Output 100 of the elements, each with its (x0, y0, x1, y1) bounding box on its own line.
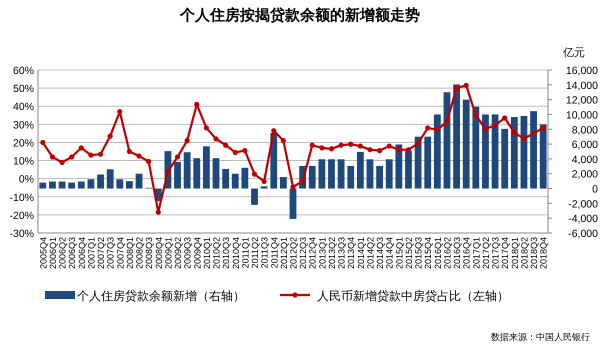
bar (501, 128, 508, 189)
bar (472, 106, 480, 189)
bar (405, 151, 412, 189)
bar (347, 166, 354, 189)
x-tick-label: 2014Q3 (375, 237, 386, 270)
y-tick-label: 20% (12, 137, 34, 150)
y2-tick-label: 10,000 (566, 109, 598, 122)
point (69, 154, 74, 160)
bar (318, 159, 326, 189)
bar (232, 174, 239, 189)
legend-label: 个人住房贷款余额新增（右轴） (77, 289, 245, 303)
x-tick-label: 2009Q4 (192, 237, 202, 270)
bar (212, 158, 220, 189)
y2-tick-label: 8,000 (572, 124, 598, 136)
bar (106, 169, 114, 189)
x-tick-label: 2005Q4 (38, 237, 48, 270)
x-tick-label: 2012Q2 (288, 237, 298, 270)
x-tick-label: 2015Q3 (414, 237, 424, 270)
point (492, 122, 498, 128)
bar (58, 182, 66, 189)
point (50, 154, 56, 160)
x-tick-label: 2006Q3 (67, 237, 78, 270)
x-tick-label: 2006Q2 (58, 237, 68, 270)
y-tick-label: -20% (9, 210, 34, 222)
bar (492, 114, 498, 189)
y2-tick-label: 6,000 (572, 139, 598, 152)
y-tick-label: 10% (12, 156, 34, 168)
point (328, 146, 334, 152)
point (156, 210, 161, 215)
bar (376, 166, 384, 189)
point (108, 134, 113, 139)
bar (78, 182, 85, 189)
point (78, 145, 84, 150)
x-tick-label: 2015Q2 (404, 237, 414, 270)
point (165, 168, 171, 174)
point (338, 142, 344, 148)
y2-tick-label: 2,000 (572, 168, 598, 181)
y2-tick-label: -6,000 (568, 228, 598, 240)
source-note: 数据来源：中国人民银行 (491, 332, 590, 342)
x-tick-label: 2007Q4 (115, 237, 126, 270)
bar (116, 179, 124, 189)
x-tick-label: 2010Q3 (221, 237, 232, 270)
bar (39, 182, 46, 189)
point (40, 140, 46, 146)
y2-tick-label: 12,000 (566, 94, 598, 107)
point (136, 153, 142, 159)
y-tick-label: -10% (9, 192, 34, 204)
bar (434, 114, 441, 189)
bar (202, 146, 210, 189)
bar (424, 136, 432, 189)
bar (49, 182, 56, 189)
x-tick-label: 2016Q2 (442, 237, 452, 270)
bar (308, 166, 316, 189)
x-tick-label: 2009Q3 (182, 237, 193, 270)
x-tick-label: 2010Q2 (212, 237, 222, 270)
x-tick-label: 2018Q3 (529, 237, 540, 270)
y-tick-label: -30% (9, 228, 34, 240)
point (521, 136, 527, 142)
point (310, 142, 315, 148)
bar (251, 188, 258, 205)
y-tick-label: 50% (12, 83, 34, 96)
y2-tick-label: 0 (592, 184, 598, 196)
point (444, 119, 450, 124)
point (252, 172, 258, 177)
bar (290, 188, 296, 219)
point (396, 147, 402, 152)
y2-tick-label: 14,000 (566, 80, 598, 92)
y2-tick-label: 4,000 (572, 154, 598, 166)
point (280, 138, 286, 144)
x-tick-label: 2011Q3 (260, 237, 270, 268)
x-tick-label: 2013Q4 (346, 237, 356, 270)
bar (366, 159, 374, 189)
point (464, 82, 469, 88)
point (271, 128, 276, 134)
point (482, 126, 488, 132)
bar (414, 136, 422, 189)
point (454, 86, 460, 91)
bar (68, 182, 76, 189)
x-tick-label: 2018Q4 (538, 237, 549, 270)
point (59, 160, 65, 165)
point (223, 142, 228, 148)
point (530, 130, 536, 136)
bar (520, 116, 528, 189)
y2-axis-title: 亿元 (562, 47, 585, 59)
point (88, 152, 94, 158)
x-tick-label: 2016Q4 (462, 237, 472, 270)
x-tick-label: 2010Q1 (202, 237, 212, 270)
point (300, 178, 306, 184)
bar (530, 111, 537, 189)
point (290, 184, 296, 190)
x-tick-label: 2008Q3 (144, 237, 154, 270)
bar (241, 168, 248, 189)
bar (260, 186, 268, 189)
bar (126, 181, 133, 189)
x-tick-label: 2017Q2 (480, 237, 491, 270)
x-tick-label: 2014Q2 (365, 237, 376, 270)
point (386, 143, 392, 149)
x-tick-label: 2016Q1 (432, 237, 443, 270)
y-tick-label: 0% (18, 174, 34, 186)
point (117, 109, 122, 114)
